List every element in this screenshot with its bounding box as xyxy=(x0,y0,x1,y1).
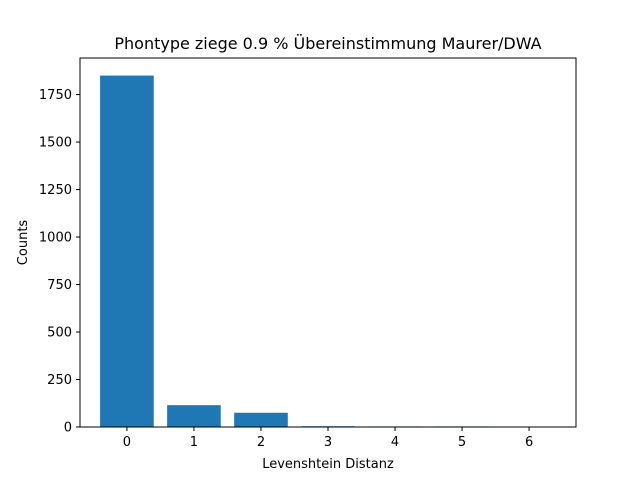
bar-2 xyxy=(234,412,288,427)
y-tick-label-1750: 1750 xyxy=(39,88,72,103)
x-tick-label-4: 4 xyxy=(391,435,399,450)
y-tick-label-750: 750 xyxy=(47,278,72,293)
y-tick-label-500: 500 xyxy=(47,326,72,341)
y-tick-label-1250: 1250 xyxy=(39,183,72,198)
y-tick-label-1500: 1500 xyxy=(39,136,72,151)
y-axis-label: Counts xyxy=(16,220,31,266)
y-tick-label-250: 250 xyxy=(47,373,72,388)
bars-group xyxy=(100,75,556,428)
chart-title: Phontype ziege 0.9 % Übereinstimmung Mau… xyxy=(114,34,541,53)
y-tick-label-0: 0 xyxy=(64,421,72,436)
x-tick-label-5: 5 xyxy=(458,435,466,450)
x-axis-label: Levenshtein Distanz xyxy=(262,457,394,472)
y-axis: 0 250 500 750 1000 1250 1500 1750 xyxy=(39,88,80,436)
x-tick-label-6: 6 xyxy=(525,435,533,450)
bar-0 xyxy=(100,75,154,428)
y-tick-label-1000: 1000 xyxy=(39,231,72,246)
x-axis: 0 1 2 3 4 5 6 xyxy=(123,427,533,450)
x-tick-label-2: 2 xyxy=(257,435,265,450)
x-tick-label-1: 1 xyxy=(190,435,198,450)
x-tick-label-3: 3 xyxy=(324,435,332,450)
bar-1 xyxy=(167,405,221,427)
x-tick-label-0: 0 xyxy=(123,435,131,450)
plot-area-frame xyxy=(79,57,577,428)
